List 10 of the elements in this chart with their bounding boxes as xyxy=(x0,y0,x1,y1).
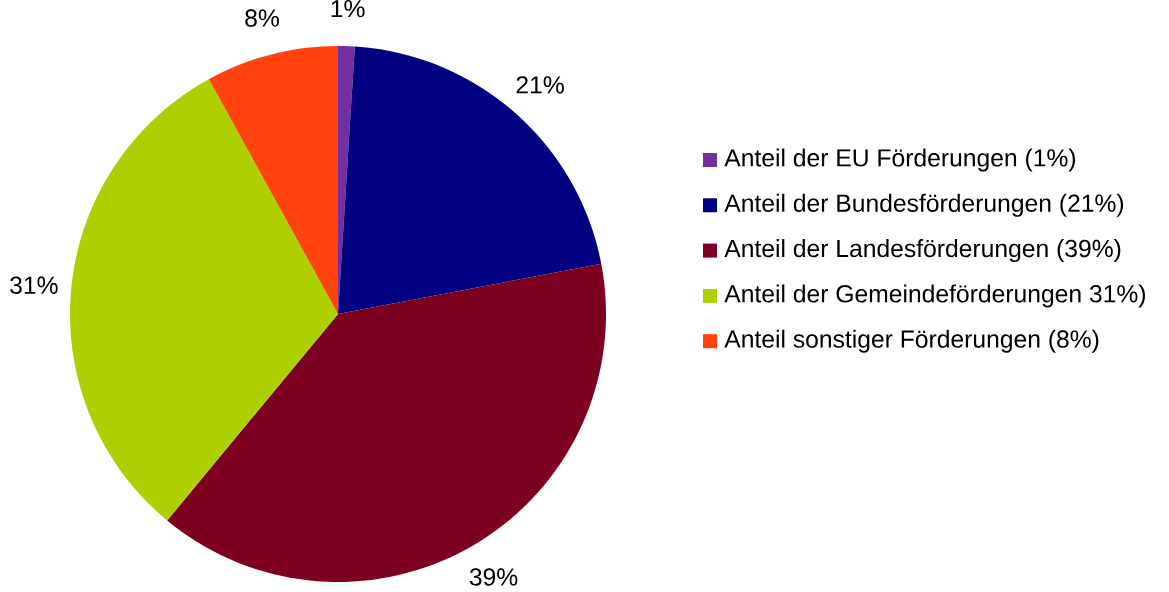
data-label: 8% xyxy=(245,9,279,27)
data-label: 39% xyxy=(469,568,518,586)
legend-label: Anteil der Landesförderungen (39%) xyxy=(724,239,1121,263)
legend-label: Anteil der Bundesförderungen (21%) xyxy=(724,193,1124,217)
legend-label: Anteil der Gemeindeförderungen 31%) xyxy=(724,284,1145,308)
data-label: 21% xyxy=(516,76,564,94)
legend-label: Anteil sonstiger Förderungen (8%) xyxy=(724,329,1099,353)
data-label: 31% xyxy=(10,276,58,294)
data-label: 1% xyxy=(331,0,365,18)
legend-label: Anteil der EU Förderungen (1%) xyxy=(724,148,1076,172)
